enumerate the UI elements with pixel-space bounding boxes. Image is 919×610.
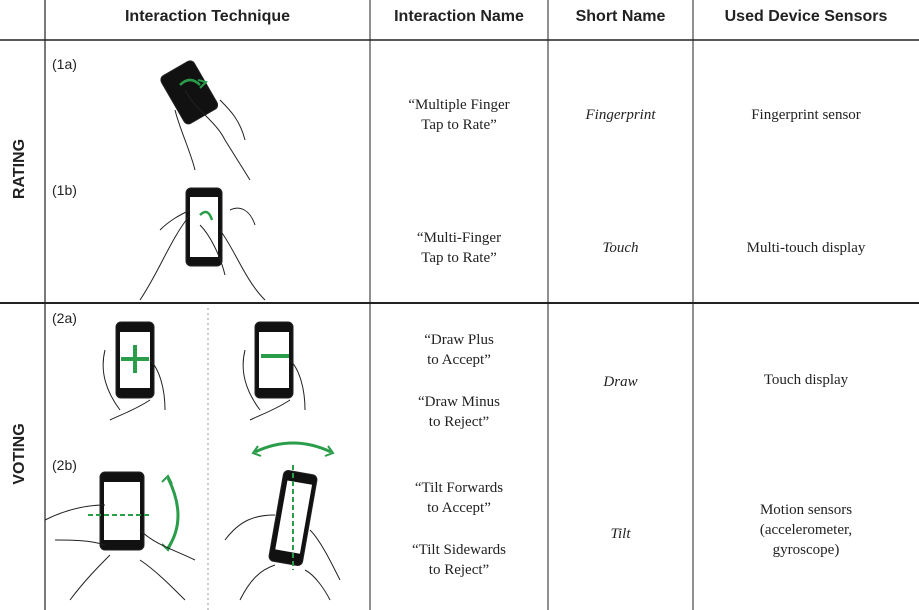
- illustration-2b: [44, 441, 341, 601]
- interaction-name: “Tilt Forwards to Accept”: [370, 478, 548, 518]
- illustration-1a: [160, 60, 251, 181]
- illustration-1b: [139, 187, 266, 301]
- text-line: to Reject”: [428, 414, 490, 430]
- section-label: VOTING: [11, 423, 28, 485]
- text-line: “Tilt Forwards: [414, 480, 504, 496]
- short-name: Fingerprint: [585, 107, 656, 123]
- text-line: “Draw Plus: [424, 332, 494, 348]
- row-id: (2b): [52, 457, 77, 473]
- text-line: (accelerometer,: [759, 522, 853, 538]
- interaction-name: “Multi-Finger Tap to Rate”: [370, 228, 548, 268]
- sensor: Fingerprint sensor: [693, 105, 919, 125]
- text-line: Multi-touch display: [746, 240, 866, 256]
- text-line: Fingerprint sensor: [751, 107, 861, 123]
- text-line: to Reject”: [428, 562, 490, 578]
- short-name: Draw: [603, 374, 638, 390]
- text-line: gyroscope): [772, 542, 840, 558]
- short-name: Tilt: [610, 526, 631, 542]
- text-line: “Tilt Sidewards: [411, 542, 507, 558]
- interaction-name: “Tilt Sidewards to Reject”: [370, 540, 548, 580]
- text-line: Tap to Rate”: [421, 250, 497, 266]
- row-id: (2a): [52, 310, 77, 326]
- text-line: “Draw Minus: [417, 394, 501, 410]
- interaction-name: “Draw Plus to Accept”: [370, 330, 548, 370]
- column-header: Used Device Sensors: [724, 8, 888, 25]
- sensor: Touch display: [693, 370, 919, 390]
- column-header: Interaction Technique: [124, 8, 291, 25]
- text-line: Motion sensors: [759, 502, 853, 518]
- sensor: Motion sensors (accelerometer, gyroscope): [693, 500, 919, 560]
- text-line: “Multi-Finger: [416, 230, 502, 246]
- interaction-name: “Multiple Finger Tap to Rate”: [370, 95, 548, 135]
- short-name: Touch: [602, 240, 639, 256]
- interaction-name: “Draw Minus to Reject”: [370, 392, 548, 432]
- row-id: (1a): [52, 56, 77, 72]
- text-line: Touch display: [763, 372, 849, 388]
- column-header: Short Name: [575, 8, 666, 25]
- text-line: Tap to Rate”: [421, 117, 497, 133]
- text-line: to Accept”: [427, 352, 491, 368]
- section-label: RATING: [11, 138, 28, 200]
- row-id: (1b): [52, 182, 77, 198]
- text-line: to Accept”: [427, 500, 491, 516]
- column-header: Interaction Name: [394, 8, 524, 25]
- text-line: “Multiple Finger: [408, 97, 510, 113]
- sensor: Multi-touch display: [693, 238, 919, 258]
- illustration-2a: [102, 321, 306, 421]
